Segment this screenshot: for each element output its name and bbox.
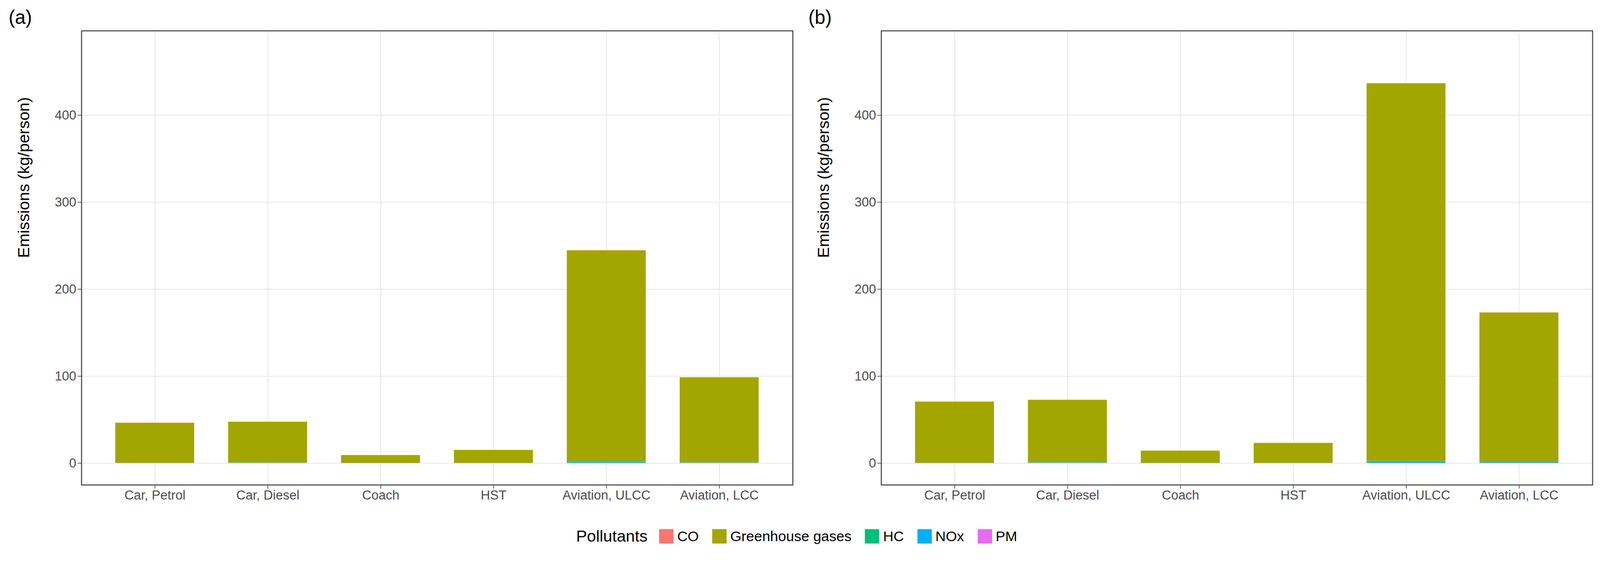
svg-text:Aviation, ULCC: Aviation, ULCC [1362,488,1451,503]
svg-text:Coach: Coach [1161,488,1200,503]
svg-text:Aviation, LCC: Aviation, LCC [1479,488,1559,503]
svg-text:Car, Diesel: Car, Diesel [1036,488,1100,503]
svg-text:Emissions (kg/person): Emissions (kg/person) [14,97,33,258]
svg-text:300: 300 [854,195,876,210]
svg-text:HST: HST [1280,488,1307,503]
svg-text:Car, Petrol: Car, Petrol [124,488,186,503]
svg-text:300: 300 [54,195,77,210]
svg-text:Aviation, ULCC: Aviation, ULCC [562,488,651,503]
svg-text:200: 200 [854,282,876,297]
svg-text:100: 100 [54,369,77,384]
svg-text:200: 200 [54,282,77,297]
svg-text:400: 400 [54,108,77,123]
svg-text:HST: HST [480,488,507,503]
svg-text:Car, Petrol: Car, Petrol [924,488,986,503]
svg-text:Aviation, LCC: Aviation, LCC [680,488,760,503]
html-text:Greenhouse gases: Greenhouse gases [730,528,852,545]
svg-text:Car, Diesel: Car, Diesel [236,488,300,503]
html-text:CO: CO [677,528,699,545]
svg-text:400: 400 [854,108,876,123]
svg-text:0: 0 [868,456,876,471]
html-text:(a): (a) [8,6,32,28]
svg-text:0: 0 [68,456,77,471]
html-text:HC: HC [883,528,904,545]
html-text:PM: PM [995,528,1018,545]
svg-text:Emissions (kg/person): Emissions (kg/person) [814,97,833,258]
html-text:NOx: NOx [935,528,965,545]
svg-text:100: 100 [854,369,876,384]
svg-text:Coach: Coach [362,488,400,503]
html-text:(b): (b) [808,6,832,28]
html-text:Pollutants: Pollutants [576,527,648,546]
